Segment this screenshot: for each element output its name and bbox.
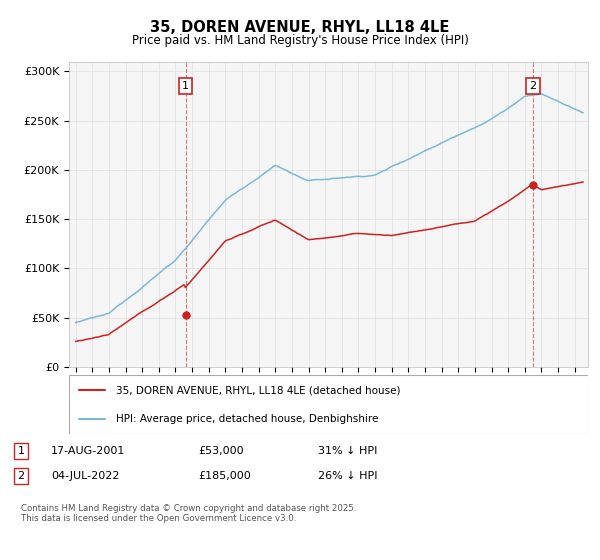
Text: Price paid vs. HM Land Registry's House Price Index (HPI): Price paid vs. HM Land Registry's House … xyxy=(131,34,469,46)
Text: 04-JUL-2022: 04-JUL-2022 xyxy=(51,471,119,481)
Text: 1: 1 xyxy=(17,446,25,456)
FancyBboxPatch shape xyxy=(69,375,588,434)
Text: 17-AUG-2001: 17-AUG-2001 xyxy=(51,446,125,456)
Text: 1: 1 xyxy=(182,81,189,91)
Text: 2: 2 xyxy=(17,471,25,481)
Text: 31% ↓ HPI: 31% ↓ HPI xyxy=(318,446,377,456)
Text: £185,000: £185,000 xyxy=(198,471,251,481)
Text: 35, DOREN AVENUE, RHYL, LL18 4LE: 35, DOREN AVENUE, RHYL, LL18 4LE xyxy=(151,20,449,35)
Text: 26% ↓ HPI: 26% ↓ HPI xyxy=(318,471,377,481)
Text: Contains HM Land Registry data © Crown copyright and database right 2025.
This d: Contains HM Land Registry data © Crown c… xyxy=(21,504,356,524)
Text: HPI: Average price, detached house, Denbighshire: HPI: Average price, detached house, Denb… xyxy=(116,414,378,424)
Text: 35, DOREN AVENUE, RHYL, LL18 4LE (detached house): 35, DOREN AVENUE, RHYL, LL18 4LE (detach… xyxy=(116,385,400,395)
Text: 2: 2 xyxy=(530,81,536,91)
Text: £53,000: £53,000 xyxy=(198,446,244,456)
